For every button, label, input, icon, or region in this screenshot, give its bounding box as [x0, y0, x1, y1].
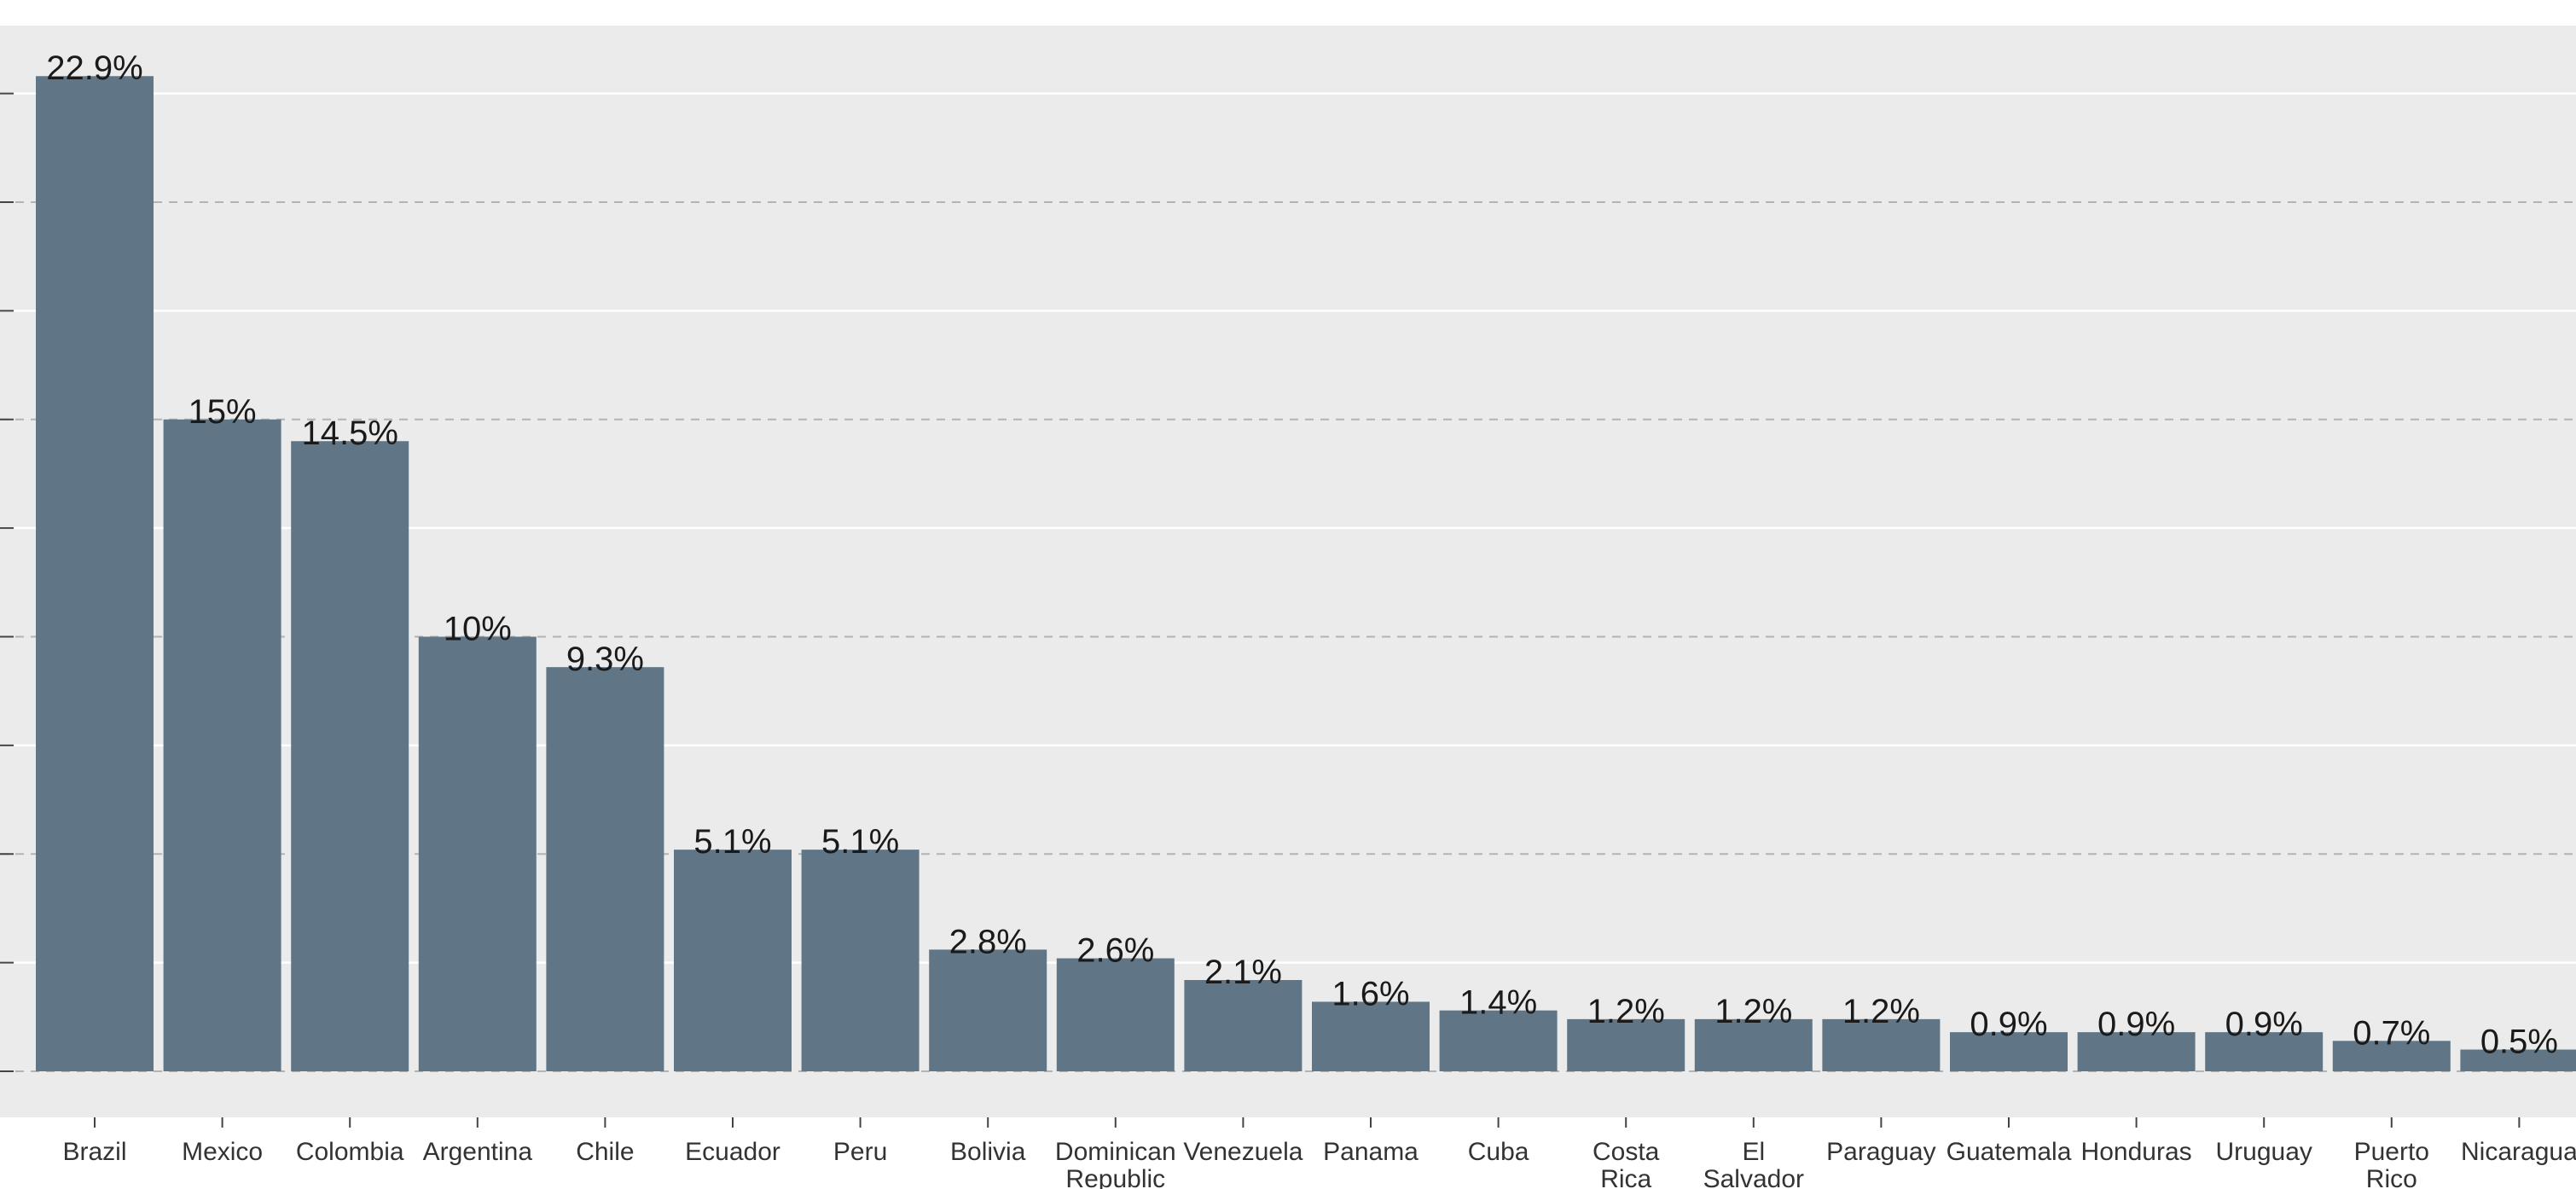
bar	[2205, 1032, 2324, 1071]
x-tick-label: Mexico	[182, 1138, 263, 1166]
x-tick-label: Guatemala	[1947, 1138, 2072, 1166]
x-tick-label: Nicaragua	[2461, 1138, 2576, 1166]
bars	[36, 76, 2576, 1072]
bar	[1184, 980, 1303, 1071]
data-label: 0.9%	[1970, 1006, 2047, 1043]
data-label: 5.1%	[821, 823, 899, 861]
bar	[2460, 1049, 2576, 1071]
bar	[1056, 958, 1175, 1071]
bar	[163, 419, 281, 1071]
data-label: 1.2%	[1842, 993, 1920, 1030]
x-tick-label: Honduras	[2081, 1138, 2192, 1166]
x-tick-label: Panama	[1323, 1138, 1419, 1166]
x-tick-label: Puerto Rico	[2354, 1138, 2429, 1189]
data-label: 1.4%	[1459, 984, 1537, 1022]
bar	[2332, 1041, 2451, 1071]
x-tick-label: Dominican Republic	[1055, 1138, 1176, 1189]
x-tick-label: Cuba	[1468, 1138, 1529, 1166]
data-label: 2.1%	[1204, 954, 1282, 991]
bar	[1822, 1018, 1941, 1071]
bar	[1439, 1010, 1558, 1071]
data-label: 9.3%	[566, 641, 644, 678]
data-labels: 22.9% 15% 14.5% 10% 9.3% 5.1% 5.1% 2.8% 2.6% 2.1%…	[46, 49, 2558, 1060]
bar	[2077, 1032, 2196, 1071]
bar	[801, 850, 920, 1071]
bar	[674, 850, 792, 1071]
data-label: 2.6%	[1076, 932, 1154, 970]
x-tick-label: El Salvador	[1703, 1138, 1804, 1189]
x-tick-label: Paraguay	[1826, 1138, 1935, 1166]
data-label: 15%	[189, 393, 257, 431]
data-label: 1.2%	[1587, 993, 1665, 1030]
data-label: 2.8%	[949, 923, 1027, 960]
x-tick-label: Ecuador	[685, 1138, 780, 1166]
data-label: 1.2%	[1714, 993, 1792, 1030]
bar	[291, 441, 409, 1071]
data-label: 0.9%	[2225, 1006, 2303, 1043]
x-axis-ticks: Brazil Mexico Colombia Argentina Chile Ecuado…	[62, 1117, 2576, 1189]
x-tick-label: Chile	[576, 1138, 634, 1166]
data-label: 0.5%	[2480, 1024, 2558, 1061]
data-label: 14.5%	[301, 415, 397, 452]
x-tick-label: Uruguay	[2215, 1138, 2312, 1166]
x-tick-label: Argentina	[423, 1138, 533, 1166]
x-tick-label: Brazil	[62, 1138, 126, 1166]
x-tick-label: Costa Rica	[1593, 1138, 1660, 1189]
x-tick-label: Venezuela	[1183, 1138, 1303, 1166]
bar	[418, 636, 537, 1071]
x-tick-label: Colombia	[296, 1138, 404, 1166]
bar	[1950, 1032, 2068, 1071]
x-tick-label: Peru	[833, 1138, 887, 1166]
data-label: 22.9%	[46, 49, 142, 87]
bar	[1567, 1018, 1685, 1071]
data-label: 10%	[444, 611, 512, 648]
data-label: 5.1%	[693, 823, 771, 861]
data-label: 0.9%	[2097, 1006, 2175, 1043]
data-label: 0.7%	[2353, 1014, 2430, 1052]
data-label: 1.6%	[1332, 975, 1409, 1012]
bar	[929, 949, 1047, 1071]
bar	[36, 76, 154, 1072]
bar	[1312, 1001, 1430, 1071]
bar	[546, 667, 664, 1071]
bar	[1694, 1018, 1813, 1071]
x-tick-label: Bolivia	[950, 1138, 1026, 1166]
